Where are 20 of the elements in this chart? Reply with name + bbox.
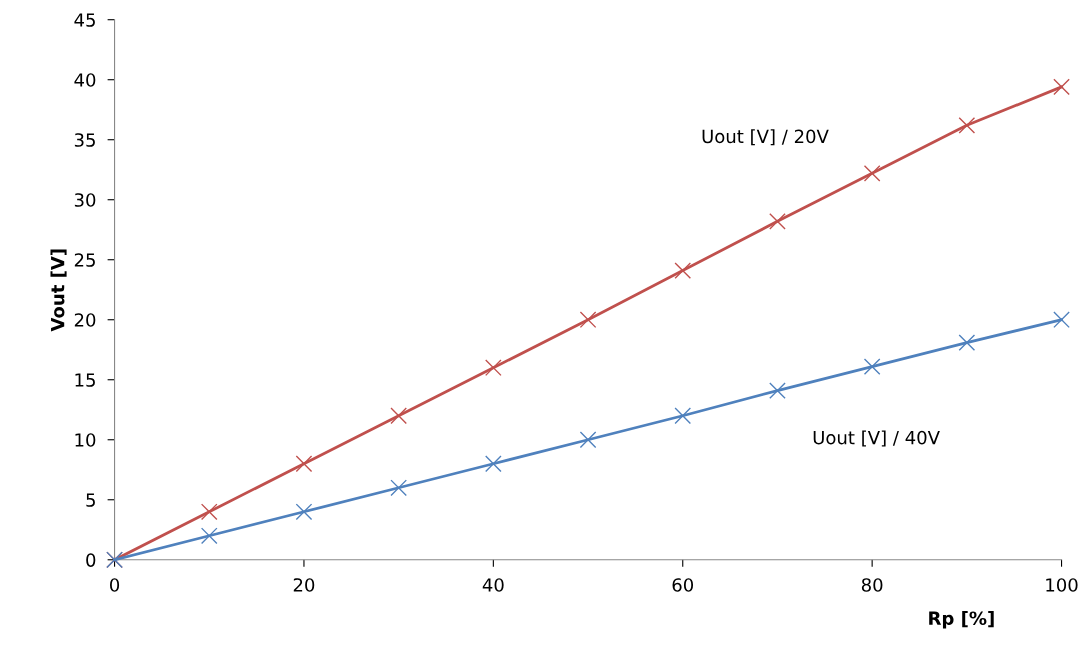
x-tick-label: 80 [861, 578, 883, 592]
x-tick-label: 0 [110, 578, 120, 592]
y-axis-title: Vout [V] [50, 249, 67, 332]
x-tick-label: 100 [1046, 578, 1078, 592]
y-tick-label: 45 [74, 13, 95, 27]
y-tick-label: 30 [74, 193, 96, 207]
y-tick-label: 35 [74, 133, 95, 147]
y-tick-label: 40 [74, 73, 96, 87]
y-tick-label: 15 [75, 373, 95, 387]
text: Uout [V] / 20V [702, 129, 829, 146]
x-tick-label: 40 [482, 578, 504, 592]
x-axis-title: Rp [%] [929, 611, 994, 629]
y-tick-label: 25 [74, 253, 95, 267]
y-tick-label: 0 [86, 553, 96, 567]
text: Uout [V] / 40V [813, 430, 940, 447]
y-tick-label: 5 [86, 493, 95, 507]
x-tick-label: 20 [293, 578, 315, 592]
x-tick-label: 60 [672, 578, 694, 592]
y-tick-label: 10 [75, 433, 96, 447]
y-tick-label: 20 [74, 313, 96, 327]
